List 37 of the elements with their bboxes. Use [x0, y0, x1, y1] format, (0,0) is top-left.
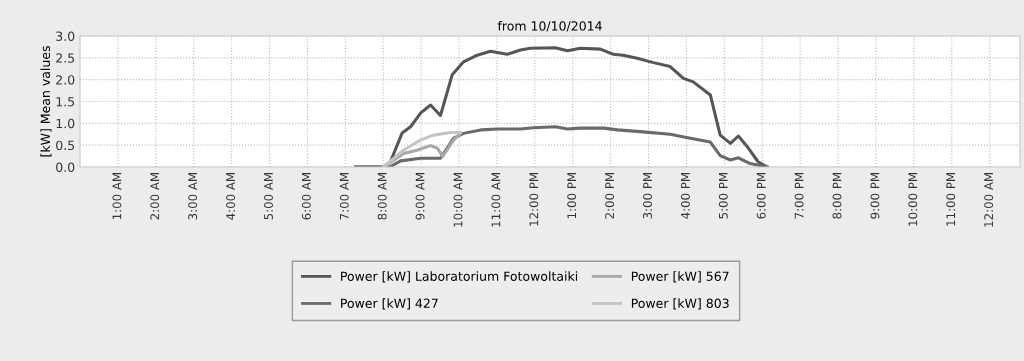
x-tick-label: 6:00 AM — [301, 173, 311, 220]
x-tick-label: 5:00 PM — [718, 173, 728, 219]
y-axis-title: [kW] Mean values — [40, 46, 52, 157]
legend-label: Power [kW] 567 — [631, 271, 729, 283]
x-tick-label: 11:00 AM — [491, 173, 501, 227]
x-tick-label: 10:00 AM — [453, 173, 463, 227]
x-tick-label: 2:00 AM — [150, 173, 160, 220]
chart-title: from 10/10/2014 — [497, 20, 602, 32]
legend-label: Power [kW] 803 — [631, 298, 729, 310]
x-tick-label: 9:00 PM — [870, 173, 880, 219]
x-tick-label: 1:00 PM — [567, 173, 577, 219]
x-tick-label: 10:00 PM — [908, 173, 918, 226]
y-tick-label: 2.5 — [56, 53, 75, 63]
y-tick-label: 0.5 — [56, 140, 75, 151]
x-tick-label: 2:00 PM — [605, 173, 615, 219]
y-tick-label: 0.0 — [56, 162, 75, 172]
x-tick-label: 11:00 PM — [946, 173, 956, 226]
y-tick-label: 3.0 — [56, 31, 75, 41]
x-tick-label: 9:00 AM — [415, 173, 425, 220]
x-tick-label: 12:00 AM — [984, 173, 994, 227]
x-tick-label: 1:00 AM — [112, 173, 122, 220]
x-tick-label: 4:00 AM — [226, 173, 236, 220]
x-tick-label: 5:00 AM — [264, 173, 273, 220]
x-tick-label: 4:00 PM — [680, 173, 690, 219]
y-tick-label: 2.0 — [56, 75, 75, 85]
x-tick-label: 3:00 AM — [188, 173, 198, 220]
x-tick-label: 3:00 PM — [643, 173, 652, 219]
x-tick-label: 6:00 PM — [756, 173, 766, 219]
legend-label: Power [kW] 427 — [341, 298, 438, 310]
y-tick-label: 1.0 — [56, 118, 75, 129]
x-tick-label: 7:00 AM — [339, 173, 349, 220]
x-tick-label: 12:00 PM — [529, 173, 539, 226]
y-tick-label: 1.5 — [56, 97, 75, 107]
x-tick-label: 8:00 AM — [377, 173, 387, 220]
x-tick-label: 8:00 PM — [832, 173, 842, 219]
legend-label: Power [kW] Laboratorium Fotowoltaiki — [341, 271, 578, 283]
x-tick-label: 7:00 PM — [794, 173, 804, 219]
